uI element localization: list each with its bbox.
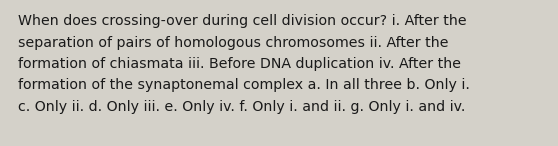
- Text: formation of chiasmata iii. Before DNA duplication iv. After the: formation of chiasmata iii. Before DNA d…: [18, 57, 461, 71]
- Text: formation of the synaptonemal complex a. In all three b. Only i.: formation of the synaptonemal complex a.…: [18, 79, 470, 93]
- Text: When does crossing-over during cell division occur? i. After the: When does crossing-over during cell divi…: [18, 14, 466, 28]
- Text: separation of pairs of homologous chromosomes ii. After the: separation of pairs of homologous chromo…: [18, 35, 449, 49]
- Text: c. Only ii. d. Only iii. e. Only iv. f. Only i. and ii. g. Only i. and iv.: c. Only ii. d. Only iii. e. Only iv. f. …: [18, 100, 465, 114]
